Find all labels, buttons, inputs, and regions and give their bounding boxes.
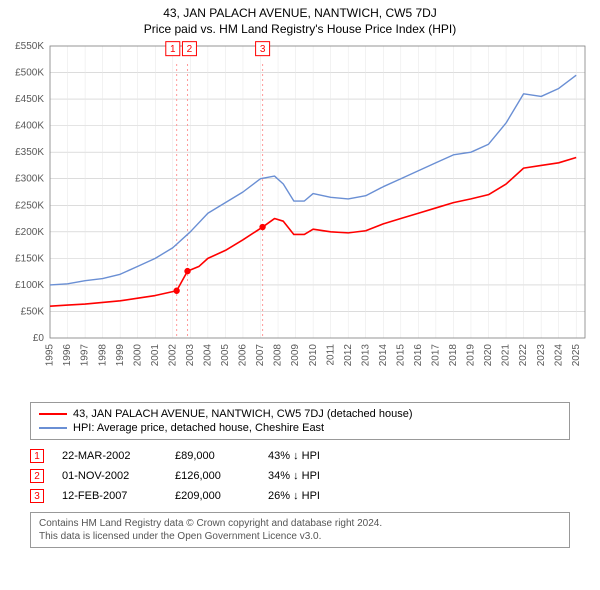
svg-text:2005: 2005 xyxy=(220,344,231,367)
legend-box: 43, JAN PALACH AVENUE, NANTWICH, CW5 7DJ… xyxy=(30,402,570,440)
sale-marker-3: 3 xyxy=(30,489,44,503)
sale-delta-3: 26% ↓ HPI xyxy=(268,490,358,502)
svg-text:2: 2 xyxy=(187,44,193,55)
legend-item-hpi: HPI: Average price, detached house, Ches… xyxy=(39,421,561,435)
svg-text:1998: 1998 xyxy=(97,344,108,367)
sale-date-1: 22-MAR-2002 xyxy=(62,450,157,462)
attribution-footer: Contains HM Land Registry data © Crown c… xyxy=(30,512,570,548)
svg-text:2003: 2003 xyxy=(185,344,196,367)
sale-price-1: £89,000 xyxy=(175,450,250,462)
svg-text:2004: 2004 xyxy=(203,344,214,367)
legend-swatch-property xyxy=(39,413,67,415)
sales-table: 1 22-MAR-2002 £89,000 43% ↓ HPI 2 01-NOV… xyxy=(30,446,570,506)
svg-text:£450K: £450K xyxy=(15,94,44,105)
svg-text:£250K: £250K xyxy=(15,200,44,211)
legend-label-hpi: HPI: Average price, detached house, Ches… xyxy=(73,422,324,434)
svg-text:£350K: £350K xyxy=(15,147,44,158)
sale-delta-2: 34% ↓ HPI xyxy=(268,470,358,482)
svg-text:£150K: £150K xyxy=(15,253,44,264)
svg-text:£500K: £500K xyxy=(15,68,44,79)
svg-text:2024: 2024 xyxy=(553,344,564,367)
sale-price-2: £126,000 xyxy=(175,470,250,482)
svg-text:2013: 2013 xyxy=(360,344,371,367)
svg-text:2016: 2016 xyxy=(413,344,424,367)
svg-text:2001: 2001 xyxy=(150,344,161,367)
svg-text:3: 3 xyxy=(260,44,266,55)
line-chart-svg: £0 £50K £100K £150K £200K £250K £300K £350K £400… xyxy=(0,38,600,393)
footer-line-2: This data is licensed under the Open Gov… xyxy=(39,530,561,543)
svg-text:2008: 2008 xyxy=(273,344,284,367)
sale-row-1: 1 22-MAR-2002 £89,000 43% ↓ HPI xyxy=(30,446,570,466)
svg-text:£0: £0 xyxy=(33,333,45,344)
svg-text:£300K: £300K xyxy=(15,174,44,185)
sale-marker-2: 2 xyxy=(30,469,44,483)
chart-title-subtitle: Price paid vs. HM Land Registry's House … xyxy=(10,22,590,36)
svg-text:1996: 1996 xyxy=(62,344,73,367)
svg-text:2018: 2018 xyxy=(448,344,459,367)
sale-delta-1: 43% ↓ HPI xyxy=(268,450,358,462)
sale-price-3: £209,000 xyxy=(175,490,250,502)
svg-text:2021: 2021 xyxy=(501,344,512,367)
sale-marker-1: 1 xyxy=(30,449,44,463)
svg-text:2022: 2022 xyxy=(518,344,529,367)
svg-text:£550K: £550K xyxy=(15,41,44,52)
legend-item-property: 43, JAN PALACH AVENUE, NANTWICH, CW5 7DJ… xyxy=(39,407,561,421)
svg-text:2009: 2009 xyxy=(290,344,301,367)
svg-text:1995: 1995 xyxy=(45,344,56,367)
chart-title-address: 43, JAN PALACH AVENUE, NANTWICH, CW5 7DJ xyxy=(10,6,590,20)
svg-text:2025: 2025 xyxy=(571,344,582,367)
svg-text:2015: 2015 xyxy=(395,344,406,367)
svg-text:2011: 2011 xyxy=(325,344,336,366)
chart-container: 43, JAN PALACH AVENUE, NANTWICH, CW5 7DJ… xyxy=(0,0,600,590)
svg-text:1999: 1999 xyxy=(115,344,126,367)
footer-line-1: Contains HM Land Registry data © Crown c… xyxy=(39,517,561,530)
svg-text:£100K: £100K xyxy=(15,280,44,291)
svg-text:1: 1 xyxy=(170,44,176,55)
svg-text:2006: 2006 xyxy=(238,344,249,367)
svg-text:2014: 2014 xyxy=(378,344,389,367)
legend-label-property: 43, JAN PALACH AVENUE, NANTWICH, CW5 7DJ… xyxy=(73,408,412,420)
svg-text:2023: 2023 xyxy=(536,344,547,367)
svg-text:£50K: £50K xyxy=(21,306,45,317)
svg-text:2019: 2019 xyxy=(466,344,477,367)
svg-text:2017: 2017 xyxy=(431,344,442,367)
svg-text:£400K: £400K xyxy=(15,121,44,132)
sale-date-2: 01-NOV-2002 xyxy=(62,470,157,482)
svg-text:2012: 2012 xyxy=(343,344,354,367)
sale-row-3: 3 12-FEB-2007 £209,000 26% ↓ HPI xyxy=(30,486,570,506)
sale-row-2: 2 01-NOV-2002 £126,000 34% ↓ HPI xyxy=(30,466,570,486)
svg-text:2020: 2020 xyxy=(483,344,494,367)
svg-text:2002: 2002 xyxy=(167,344,178,367)
svg-text:2000: 2000 xyxy=(132,344,143,367)
chart-plot-area: £0 £50K £100K £150K £200K £250K £300K £350K £400… xyxy=(0,38,600,398)
title-area: 43, JAN PALACH AVENUE, NANTWICH, CW5 7DJ… xyxy=(0,0,600,38)
sale-date-3: 12-FEB-2007 xyxy=(62,490,157,502)
svg-text:1997: 1997 xyxy=(80,344,91,367)
svg-text:2010: 2010 xyxy=(308,344,319,367)
svg-text:£200K: £200K xyxy=(15,227,44,238)
legend-swatch-hpi xyxy=(39,427,67,429)
svg-text:2007: 2007 xyxy=(255,344,266,367)
